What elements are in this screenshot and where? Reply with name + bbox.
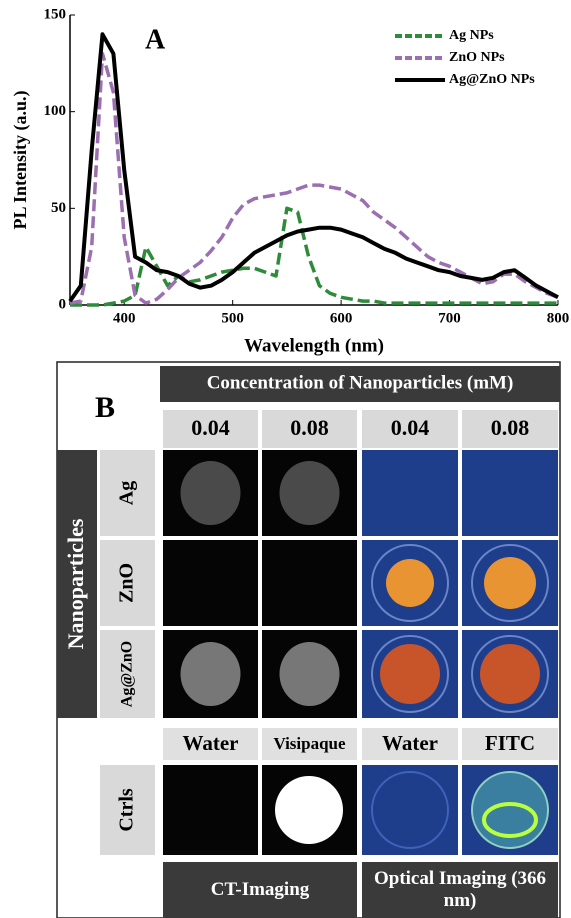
x-axis-label: Wavelength (nm) xyxy=(244,335,384,356)
row-group-bar xyxy=(57,450,97,718)
x-tick-label: 500 xyxy=(221,310,244,326)
control-header: FITC xyxy=(485,731,535,755)
x-tick-label: 700 xyxy=(438,310,461,326)
dish-ring xyxy=(471,544,549,622)
dish-ring xyxy=(371,635,449,713)
row-label-box xyxy=(100,540,155,626)
control-header-box xyxy=(262,728,357,760)
row-group-label: Nanoparticles xyxy=(63,518,88,649)
series-line xyxy=(69,51,559,305)
visipaque-sample xyxy=(275,776,343,844)
control-label-box xyxy=(100,765,155,855)
legend-label: ZnO NPs xyxy=(449,50,505,65)
row-label-box xyxy=(100,450,155,536)
legend-label: Ag NPs xyxy=(449,28,494,43)
image-cell xyxy=(163,540,258,626)
column-header: 0.08 xyxy=(491,415,530,440)
fitc-sample xyxy=(482,802,538,838)
optical-sample xyxy=(380,644,440,704)
column-header-box xyxy=(262,410,357,448)
x-tick-label: 600 xyxy=(330,310,353,326)
optical-sample xyxy=(386,559,434,607)
control-header-box xyxy=(163,728,258,760)
ct-sample xyxy=(180,461,241,525)
image-cell xyxy=(262,540,357,626)
ct-sample xyxy=(180,642,241,706)
row-label: ZnO xyxy=(116,563,138,603)
control-header-box xyxy=(362,728,458,760)
header-text: Concentration of Nanoparticles (mM) xyxy=(207,372,514,393)
series-line xyxy=(70,206,558,307)
series-line xyxy=(68,32,559,303)
legend-label: Ag@ZnO NPs xyxy=(449,72,535,87)
ct-sample xyxy=(279,461,340,525)
x-tick-label: 800 xyxy=(547,310,570,326)
column-header-box xyxy=(462,410,558,448)
control-header: Water xyxy=(183,731,239,755)
column-header: 0.04 xyxy=(191,415,230,440)
column-header-box xyxy=(163,410,258,448)
row-label-box xyxy=(100,630,155,718)
ct-sample xyxy=(279,642,340,706)
dish-ring xyxy=(371,544,449,622)
footer-box: CT-Imaging xyxy=(210,879,310,900)
column-header: 0.04 xyxy=(391,415,430,440)
header-bar xyxy=(160,366,560,402)
y-tick-label: 100 xyxy=(44,103,67,119)
panel-label: B xyxy=(95,391,115,424)
dish-ring xyxy=(471,635,549,713)
control-header-box xyxy=(462,728,558,760)
footer-label: CT-Imaging xyxy=(210,879,310,900)
y-tick-label: 50 xyxy=(51,200,66,216)
x-tick-label: 400 xyxy=(113,310,136,326)
control-header: Visipaque xyxy=(273,734,346,753)
y-tick-label: 150 xyxy=(44,6,67,22)
y-tick-label: 0 xyxy=(59,296,67,312)
control-image xyxy=(362,765,458,855)
footer-bar xyxy=(362,862,558,918)
control-image xyxy=(163,765,258,855)
column-header-box xyxy=(362,410,458,448)
optical-sample xyxy=(480,644,540,704)
row-label: Ag xyxy=(116,481,138,505)
optical-sample xyxy=(484,557,536,609)
panel-label: A xyxy=(145,24,166,55)
footer-box: Optical Imaging (366 nm) xyxy=(373,868,547,911)
image-cell xyxy=(362,450,458,536)
image-cell xyxy=(462,450,558,536)
water-dish xyxy=(371,771,449,849)
column-header: 0.08 xyxy=(290,415,329,440)
control-label: Ctrls xyxy=(116,788,138,832)
control-header: Water xyxy=(382,731,438,755)
row-label: Ag@ZnO xyxy=(119,641,136,707)
footer-label: Optical Imaging (366 nm) xyxy=(373,868,547,911)
footer-bar xyxy=(163,862,357,918)
y-axis-label: PL Intensity (a.u.) xyxy=(10,90,31,229)
